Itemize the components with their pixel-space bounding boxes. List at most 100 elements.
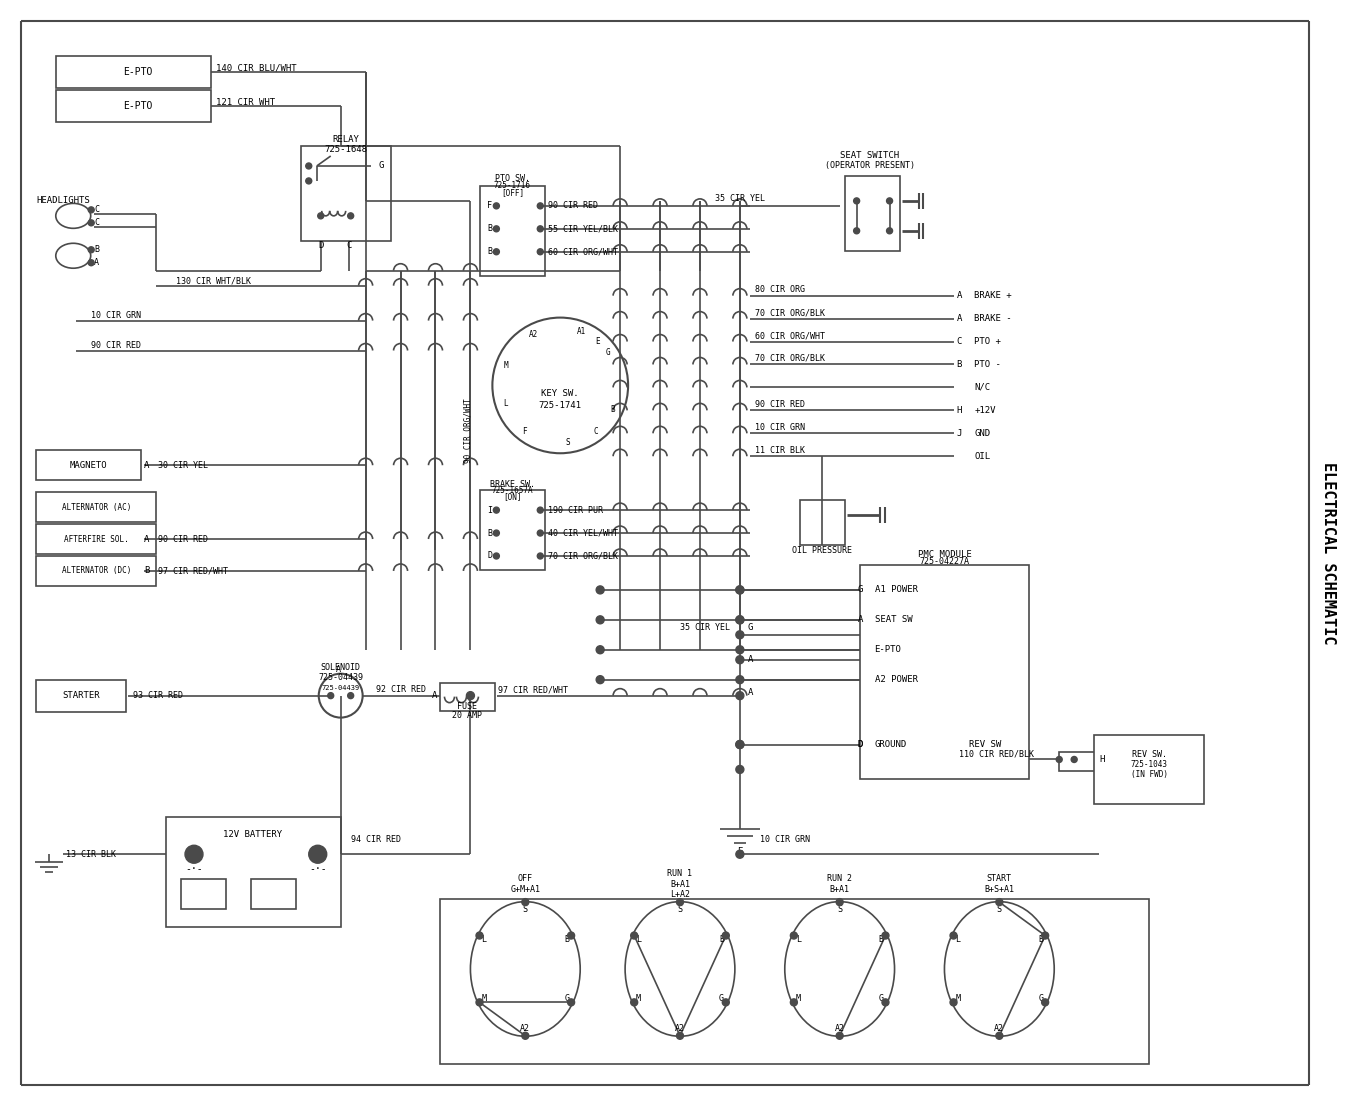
Text: C: C	[594, 427, 598, 436]
Text: FUSE: FUSE	[457, 702, 477, 711]
Text: 725-04439: 725-04439	[322, 685, 360, 690]
Circle shape	[735, 741, 744, 749]
Circle shape	[522, 1032, 529, 1040]
Bar	[37, 556, 155, 586]
Circle shape	[722, 999, 729, 1005]
Circle shape	[88, 207, 95, 212]
Text: 55 CIR YEL/BLK: 55 CIR YEL/BLK	[549, 225, 618, 233]
Circle shape	[537, 553, 544, 559]
Text: D: D	[487, 552, 492, 561]
Text: E-PTO: E-PTO	[875, 645, 902, 655]
Circle shape	[537, 530, 544, 536]
Text: E: E	[595, 336, 600, 345]
Text: PMC MODULE: PMC MODULE	[918, 551, 971, 560]
Text: 725-1043: 725-1043	[1130, 760, 1168, 769]
Text: [ON]: [ON]	[503, 492, 522, 501]
Text: 10 CIR GRN: 10 CIR GRN	[91, 311, 141, 320]
Text: J: J	[956, 429, 961, 438]
Text: D: D	[318, 241, 323, 250]
Circle shape	[1071, 757, 1078, 762]
Text: S: S	[837, 905, 842, 914]
Circle shape	[735, 616, 744, 624]
Text: A: A	[145, 534, 150, 543]
Text: PTO +: PTO +	[975, 337, 1002, 346]
Circle shape	[493, 530, 499, 536]
Text: B: B	[95, 246, 99, 254]
Text: B: B	[487, 225, 492, 233]
Circle shape	[522, 899, 529, 906]
Text: SEAT SWITCH: SEAT SWITCH	[840, 152, 899, 160]
Circle shape	[318, 212, 323, 219]
Text: 60 CIR ORG/WHT: 60 CIR ORG/WHT	[754, 331, 825, 340]
Text: H: H	[956, 406, 961, 415]
Text: GROUND: GROUND	[875, 740, 907, 749]
Circle shape	[676, 1032, 684, 1040]
Text: S: S	[996, 905, 1002, 914]
Text: 90 CIR RED: 90 CIR RED	[158, 534, 208, 543]
Text: 35 CIR YEL: 35 CIR YEL	[715, 195, 765, 204]
Text: 70 CIR ORG/BLK: 70 CIR ORG/BLK	[754, 309, 825, 317]
Text: G: G	[1038, 994, 1044, 1003]
Ellipse shape	[945, 901, 1055, 1036]
Text: G: G	[606, 347, 610, 357]
Text: L: L	[481, 935, 487, 943]
Text: F: F	[487, 201, 492, 210]
Circle shape	[996, 1032, 1003, 1040]
Circle shape	[493, 226, 499, 232]
Circle shape	[596, 646, 604, 654]
Text: I: I	[487, 505, 492, 514]
Text: OFF
G+M+A1: OFF G+M+A1	[510, 875, 541, 894]
Text: A2: A2	[529, 330, 538, 338]
Circle shape	[735, 656, 744, 664]
Text: 70 CIR ORG/BLK: 70 CIR ORG/BLK	[754, 354, 825, 363]
Circle shape	[630, 932, 638, 939]
Text: B: B	[610, 406, 615, 415]
Text: G: G	[879, 994, 884, 1003]
Text: 725-1657A: 725-1657A	[492, 486, 533, 494]
Circle shape	[735, 851, 744, 858]
Text: MAGNETO: MAGNETO	[69, 461, 107, 470]
Text: B: B	[1038, 935, 1044, 943]
Text: 725-04227A: 725-04227A	[919, 557, 969, 566]
Text: BRAKE -: BRAKE -	[975, 314, 1013, 323]
Circle shape	[735, 586, 744, 594]
Circle shape	[493, 508, 499, 513]
Text: STARTER: STARTER	[62, 691, 100, 700]
Bar	[37, 680, 126, 711]
Text: A2: A2	[675, 1024, 685, 1033]
Text: N/C: N/C	[975, 383, 991, 392]
Text: REV SW.: REV SW.	[1132, 750, 1167, 759]
Bar	[441, 682, 495, 710]
Circle shape	[492, 317, 629, 453]
Text: +12V: +12V	[975, 406, 996, 415]
Bar	[181, 879, 226, 909]
Circle shape	[88, 247, 95, 253]
Text: E-PTO: E-PTO	[123, 101, 153, 111]
Ellipse shape	[784, 901, 895, 1036]
Text: 10 CIR GRN: 10 CIR GRN	[754, 422, 804, 431]
Text: L: L	[796, 935, 800, 943]
Text: 80 CIR ORG: 80 CIR ORG	[754, 285, 804, 294]
Text: 92 CIR RED: 92 CIR RED	[376, 685, 426, 695]
Text: RUN 1
B+A1
L+A2: RUN 1 B+A1 L+A2	[668, 869, 692, 899]
Circle shape	[537, 202, 544, 209]
Text: 97 CIR RED/WHT: 97 CIR RED/WHT	[158, 566, 228, 575]
Text: S: S	[566, 438, 571, 447]
Circle shape	[319, 674, 362, 718]
Circle shape	[996, 899, 1003, 906]
Text: L: L	[956, 935, 960, 943]
Ellipse shape	[625, 901, 735, 1036]
Bar	[480, 490, 545, 570]
Circle shape	[493, 202, 499, 209]
Text: A: A	[748, 655, 753, 665]
Text: M: M	[503, 362, 508, 371]
Text: ALTERNATOR (AC): ALTERNATOR (AC)	[61, 502, 131, 512]
Circle shape	[493, 249, 499, 254]
Bar	[441, 899, 1149, 1064]
Circle shape	[722, 932, 729, 939]
Text: A: A	[95, 258, 99, 268]
Text: A: A	[857, 615, 863, 624]
Bar	[860, 565, 1029, 780]
Circle shape	[347, 692, 354, 699]
Ellipse shape	[470, 901, 580, 1036]
